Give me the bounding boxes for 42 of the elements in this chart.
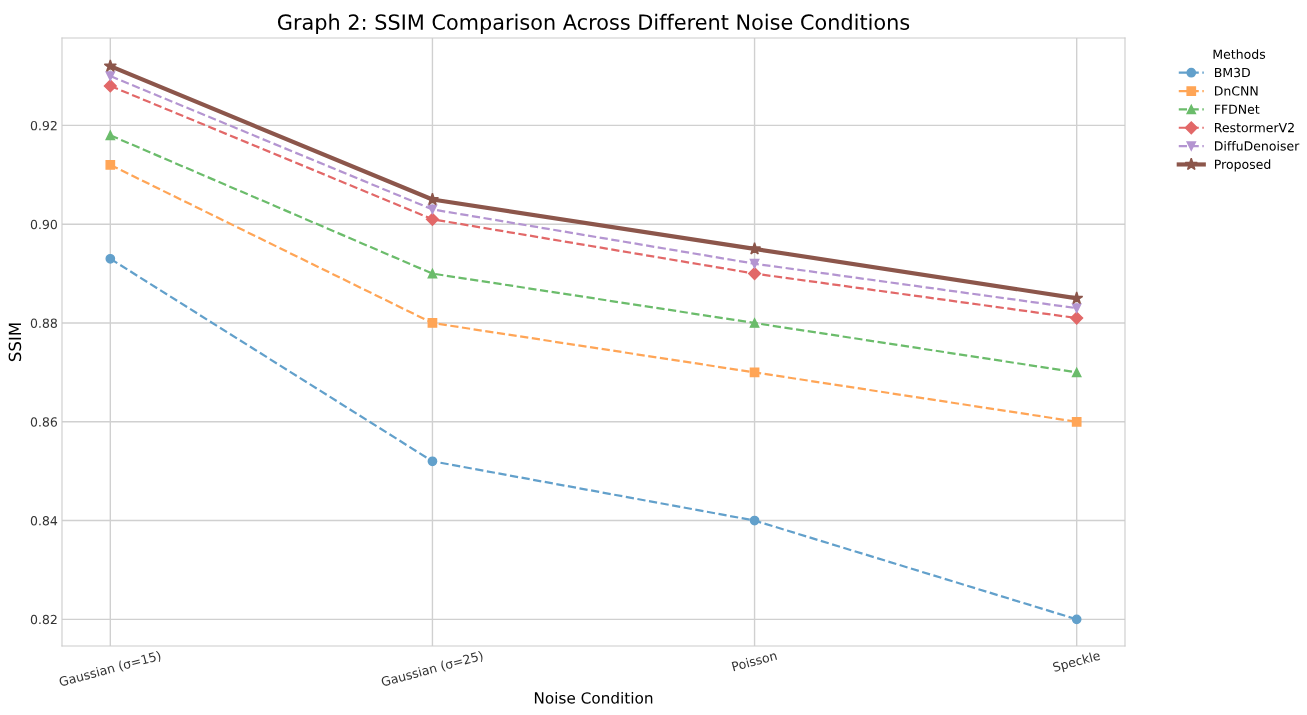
legend-label: DnCNN xyxy=(1215,86,1258,96)
point xyxy=(1070,291,1084,305)
x-tick-label: Gaussian (σ=15) xyxy=(58,650,162,689)
point xyxy=(103,59,117,72)
x-tick-label: Gaussian (σ=25) xyxy=(380,650,484,689)
point xyxy=(425,192,440,206)
point xyxy=(427,204,438,215)
point xyxy=(1071,303,1082,314)
legend-label: Proposed xyxy=(1215,159,1271,172)
y-tick-label: 0.86 xyxy=(30,417,58,427)
y-tick-label: 0.82 xyxy=(30,614,57,625)
y-axis-title: SSIM xyxy=(8,323,22,362)
point xyxy=(1071,416,1082,427)
point xyxy=(105,71,116,81)
point xyxy=(425,212,440,226)
legend-label: DiffuDenoiser xyxy=(1215,140,1300,151)
point xyxy=(427,456,438,467)
legend-label: RestormerV2 xyxy=(1215,122,1294,133)
y-tick-label: 0.90 xyxy=(30,219,57,230)
x-tick-label: Speckle xyxy=(1052,650,1102,675)
point xyxy=(1071,614,1082,625)
point xyxy=(749,318,760,328)
x-axis-title: Noise Condition xyxy=(534,691,653,704)
point xyxy=(747,267,762,281)
y-tick-label: 0.84 xyxy=(30,516,58,526)
point xyxy=(427,268,438,279)
point xyxy=(105,160,116,170)
point xyxy=(1071,367,1082,378)
y-tick-label: 0.92 xyxy=(30,120,57,131)
point xyxy=(105,130,116,141)
y-tick-label: 0.88 xyxy=(30,318,57,328)
point xyxy=(749,515,760,526)
chart-title: Graph 2: SSIM Comparison Across Different Noise Conditions xyxy=(277,13,910,34)
point xyxy=(1070,311,1084,325)
legend-label: BM3D xyxy=(1215,67,1250,78)
point xyxy=(427,318,438,328)
point xyxy=(105,253,116,264)
legend-title: Methods xyxy=(1213,49,1266,59)
legend-label: FFDNet xyxy=(1215,104,1260,114)
x-tick-label: Poisson xyxy=(731,650,778,672)
point xyxy=(103,79,117,93)
point xyxy=(749,258,760,269)
